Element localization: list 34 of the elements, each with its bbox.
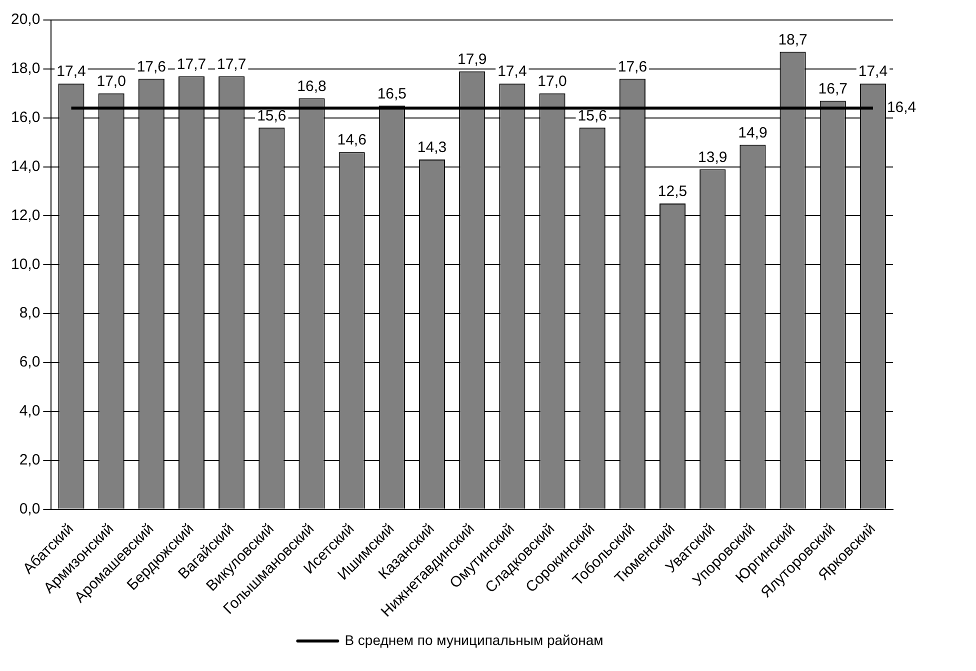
y-tick-label: 8,0 — [19, 304, 40, 322]
legend-label: В среднем по муниципальным районам — [344, 632, 604, 648]
y-tick-label: 2,0 — [19, 451, 40, 468]
data-label: 17,9 — [457, 51, 487, 68]
data-label: 16,4 — [886, 99, 916, 116]
data-label: 17,0 — [96, 73, 126, 90]
data-label: 16,5 — [377, 85, 407, 102]
data-label: 15,6 — [578, 107, 607, 124]
data-label: 14,6 — [337, 132, 366, 149]
y-tick-label: 20,0 — [10, 11, 40, 28]
data-label: 14,9 — [738, 124, 768, 142]
data-label: 17,0 — [538, 73, 567, 90]
data-label: 14,3 — [417, 139, 447, 156]
data-label: 16,8 — [297, 78, 326, 95]
data-label: 17,4 — [498, 63, 527, 80]
data-label: 17,7 — [216, 56, 246, 73]
y-tick-label: 0,0 — [19, 500, 40, 518]
y-tick-label: 16,0 — [10, 108, 40, 126]
y-tick-label: 14,0 — [10, 158, 40, 175]
y-tick-label: 12,0 — [10, 206, 40, 224]
data-label: 15,6 — [257, 107, 286, 124]
data-label: 13,9 — [698, 148, 728, 166]
data-label: 17,6 — [136, 58, 166, 76]
data-label: 17,4 — [56, 63, 86, 80]
y-tick-label: 6,0 — [19, 354, 40, 371]
y-tick-label: 18,0 — [10, 60, 40, 78]
data-label: 17,4 — [858, 63, 888, 80]
y-tick-label: 10,0 — [10, 256, 40, 273]
data-label: 18,7 — [778, 31, 808, 48]
y-tick-label: 4,0 — [19, 402, 40, 420]
data-label: 16,7 — [818, 80, 848, 98]
data-label: 12,5 — [658, 183, 688, 200]
data-label: 17,7 — [176, 56, 206, 73]
data-label: 17,6 — [618, 58, 648, 76]
